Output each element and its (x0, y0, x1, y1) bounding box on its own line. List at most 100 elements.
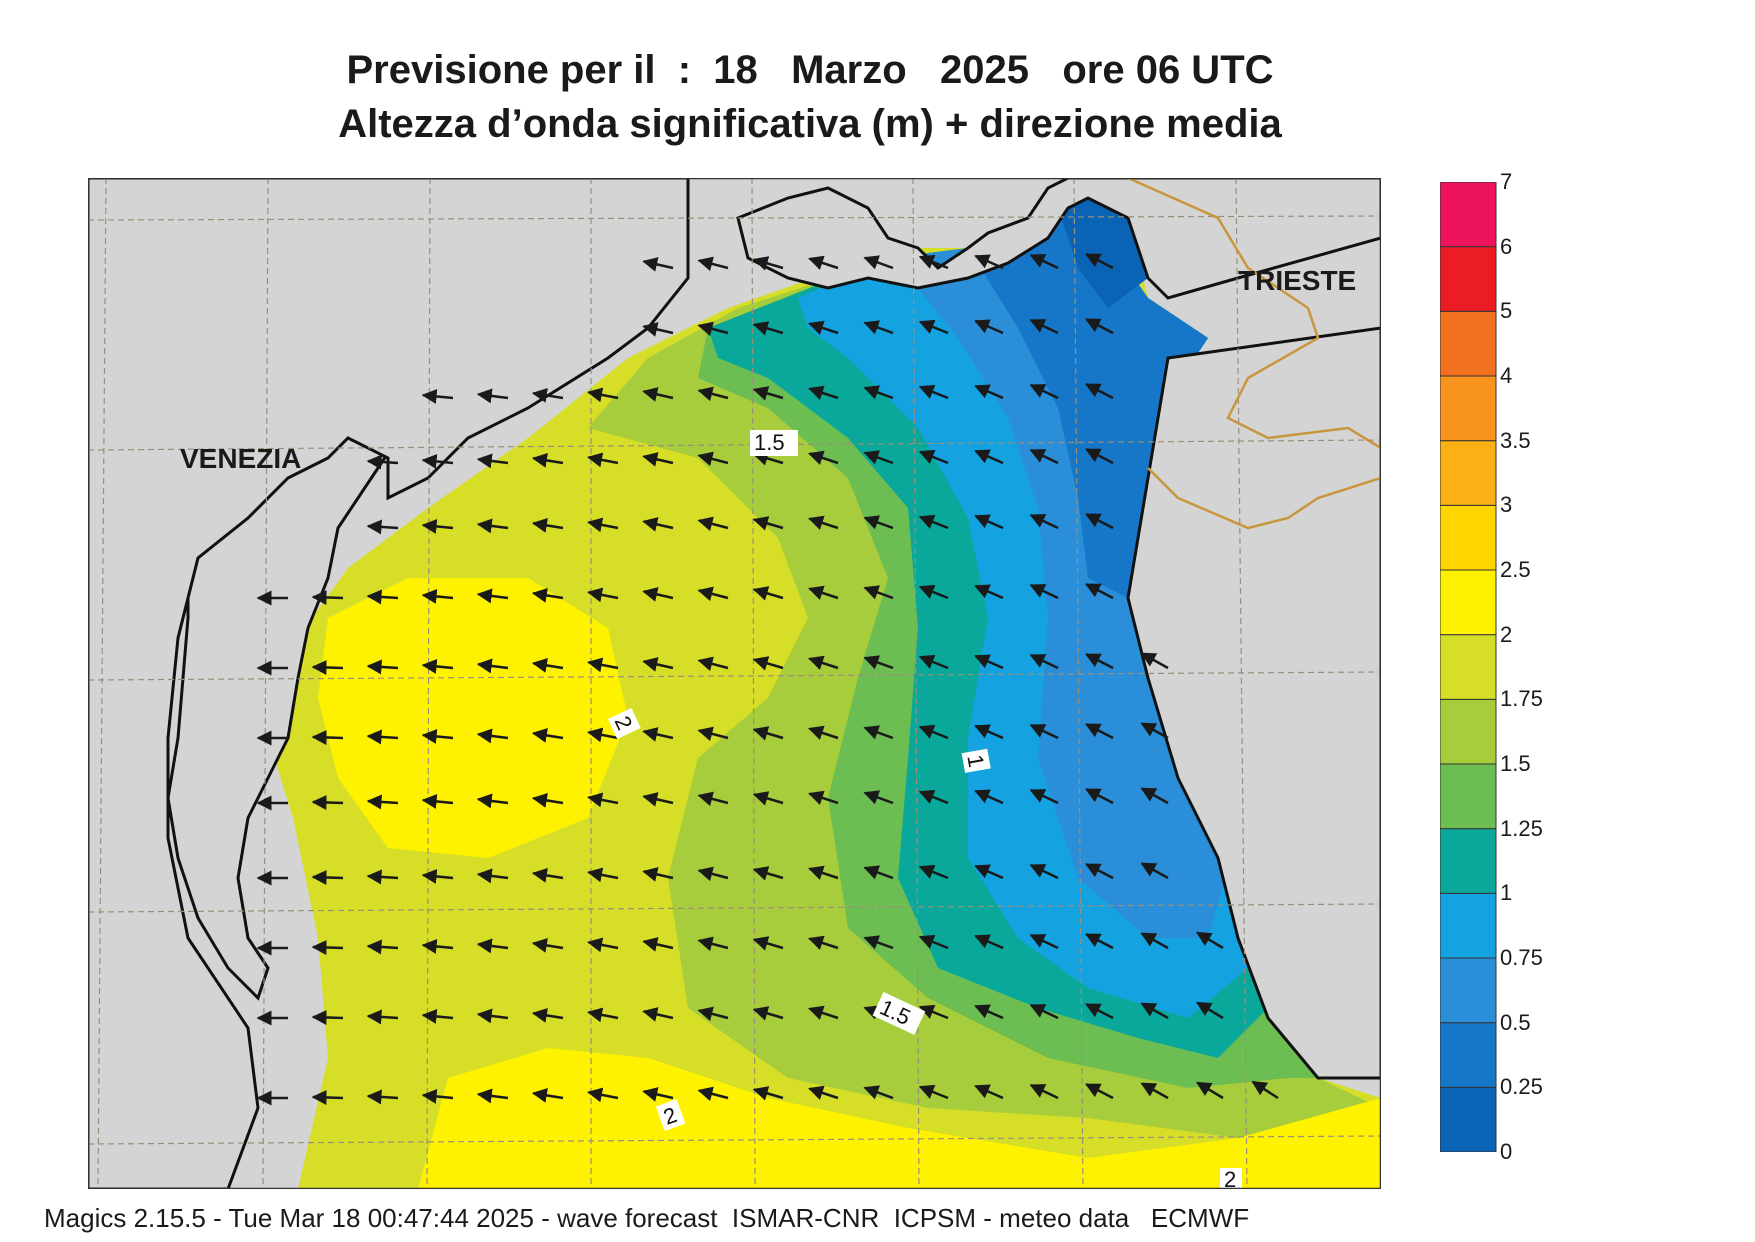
direction-arrow (808, 320, 839, 335)
direction-arrow (974, 584, 1004, 600)
direction-arrow (863, 450, 894, 465)
direction-arrow (752, 516, 784, 531)
svg-text:1: 1 (962, 753, 989, 769)
direction-arrow (918, 449, 949, 465)
direction-arrow (752, 656, 784, 671)
direction-arrow (752, 1086, 784, 1101)
direction-arrow (421, 793, 454, 809)
legend-swatch (1440, 569, 1497, 636)
direction-arrow (587, 587, 619, 603)
direction-arrow (642, 517, 674, 532)
direction-arrow (1140, 1002, 1169, 1020)
direction-arrow (752, 321, 784, 336)
direction-arrow (531, 937, 564, 953)
city-label-trieste: TRIESTE (1238, 265, 1356, 296)
contour-label: 2 (607, 708, 641, 739)
direction-arrow (476, 658, 509, 674)
direction-arrow (974, 254, 1004, 270)
legend-label: 3.5 (1500, 427, 1531, 453)
direction-arrow (1084, 1003, 1114, 1020)
direction-arrow (642, 257, 674, 272)
border-line (1127, 178, 1381, 530)
direction-arrow (421, 388, 454, 404)
direction-arrow (1029, 788, 1059, 805)
band-0 (1058, 198, 1148, 308)
direction-arrow (974, 384, 1004, 400)
direction-arrow (421, 453, 454, 469)
direction-arrow (697, 1006, 729, 1022)
direction-arrow (587, 657, 619, 673)
direction-arrow (863, 385, 894, 400)
direction-arrow (808, 255, 839, 270)
direction-arrow (863, 320, 894, 335)
direction-arrow (752, 586, 784, 601)
color-legend (1440, 182, 1497, 1152)
direction-arrow (1140, 1082, 1169, 1100)
band-2-west (318, 578, 628, 858)
direction-arrow (1084, 513, 1114, 530)
direction-arrow (1029, 448, 1059, 465)
direction-arrow (311, 589, 344, 605)
direction-arrow (1029, 933, 1059, 950)
direction-arrow (366, 729, 399, 745)
direction-arrow (863, 865, 894, 880)
legend-swatch (1440, 375, 1497, 442)
direction-arrow (642, 1087, 674, 1102)
direction-arrow (918, 1084, 949, 1100)
direction-arrow (1029, 653, 1059, 670)
direction-arrow (476, 938, 509, 954)
direction-arrow (587, 517, 619, 533)
direction-arrow (752, 386, 784, 401)
legend-label: 1.25 (1500, 815, 1543, 841)
direction-arrow (311, 869, 344, 885)
legend-label: 2.5 (1500, 557, 1531, 582)
legend-label: 2 (1500, 621, 1513, 647)
legend-label: 6 (1500, 233, 1513, 259)
direction-arrow (1084, 383, 1114, 400)
city-label-venezia: VENEZIA (180, 443, 301, 474)
direction-arrow (752, 726, 784, 741)
legend-swatch (1440, 634, 1497, 700)
direction-arrow (752, 1006, 784, 1021)
direction-arrow (974, 789, 1004, 805)
map-title: Previsione per il : 18 Marzo 2025 ore 06… (346, 48, 1274, 92)
direction-arrow (863, 935, 894, 950)
legend-label: 0.75 (1500, 945, 1543, 970)
legend-swatch (1440, 310, 1497, 377)
direction-arrow (366, 659, 399, 675)
direction-arrow (808, 790, 839, 805)
direction-arrow (642, 792, 674, 807)
direction-arrow (974, 449, 1004, 465)
direction-arrow (974, 724, 1004, 740)
direction-arrow (697, 256, 729, 272)
legend-label: 0.25 (1500, 1074, 1543, 1100)
direction-arrow (366, 939, 399, 955)
direction-arrow (863, 725, 894, 740)
direction-arrow (752, 256, 784, 271)
direction-arrow (1029, 723, 1059, 740)
direction-arrow (918, 319, 949, 335)
wave-direction-arrows (256, 253, 1279, 1106)
contour-label: 2 (655, 1099, 686, 1132)
direction-arrow (697, 656, 729, 672)
direction-arrow (918, 789, 949, 805)
direction-arrow (974, 1084, 1004, 1100)
legend-label: 0 (1500, 1139, 1513, 1164)
direction-arrow (918, 724, 949, 740)
direction-arrow (697, 451, 729, 467)
legend-label: 1 (1500, 880, 1513, 906)
direction-arrow (311, 939, 344, 955)
legend-label: 4 (1500, 363, 1513, 388)
direction-arrow (974, 319, 1004, 335)
direction-arrow (1140, 787, 1169, 805)
direction-arrow (752, 866, 784, 881)
direction-arrow (1084, 253, 1114, 270)
direction-arrow (808, 450, 839, 465)
direction-arrow (531, 452, 564, 468)
direction-arrow (1084, 788, 1114, 805)
direction-arrow (863, 1085, 894, 1100)
direction-arrow (642, 452, 674, 467)
legend-swatch (1440, 698, 1497, 765)
direction-arrow (1029, 1003, 1059, 1020)
direction-arrow (587, 727, 619, 743)
